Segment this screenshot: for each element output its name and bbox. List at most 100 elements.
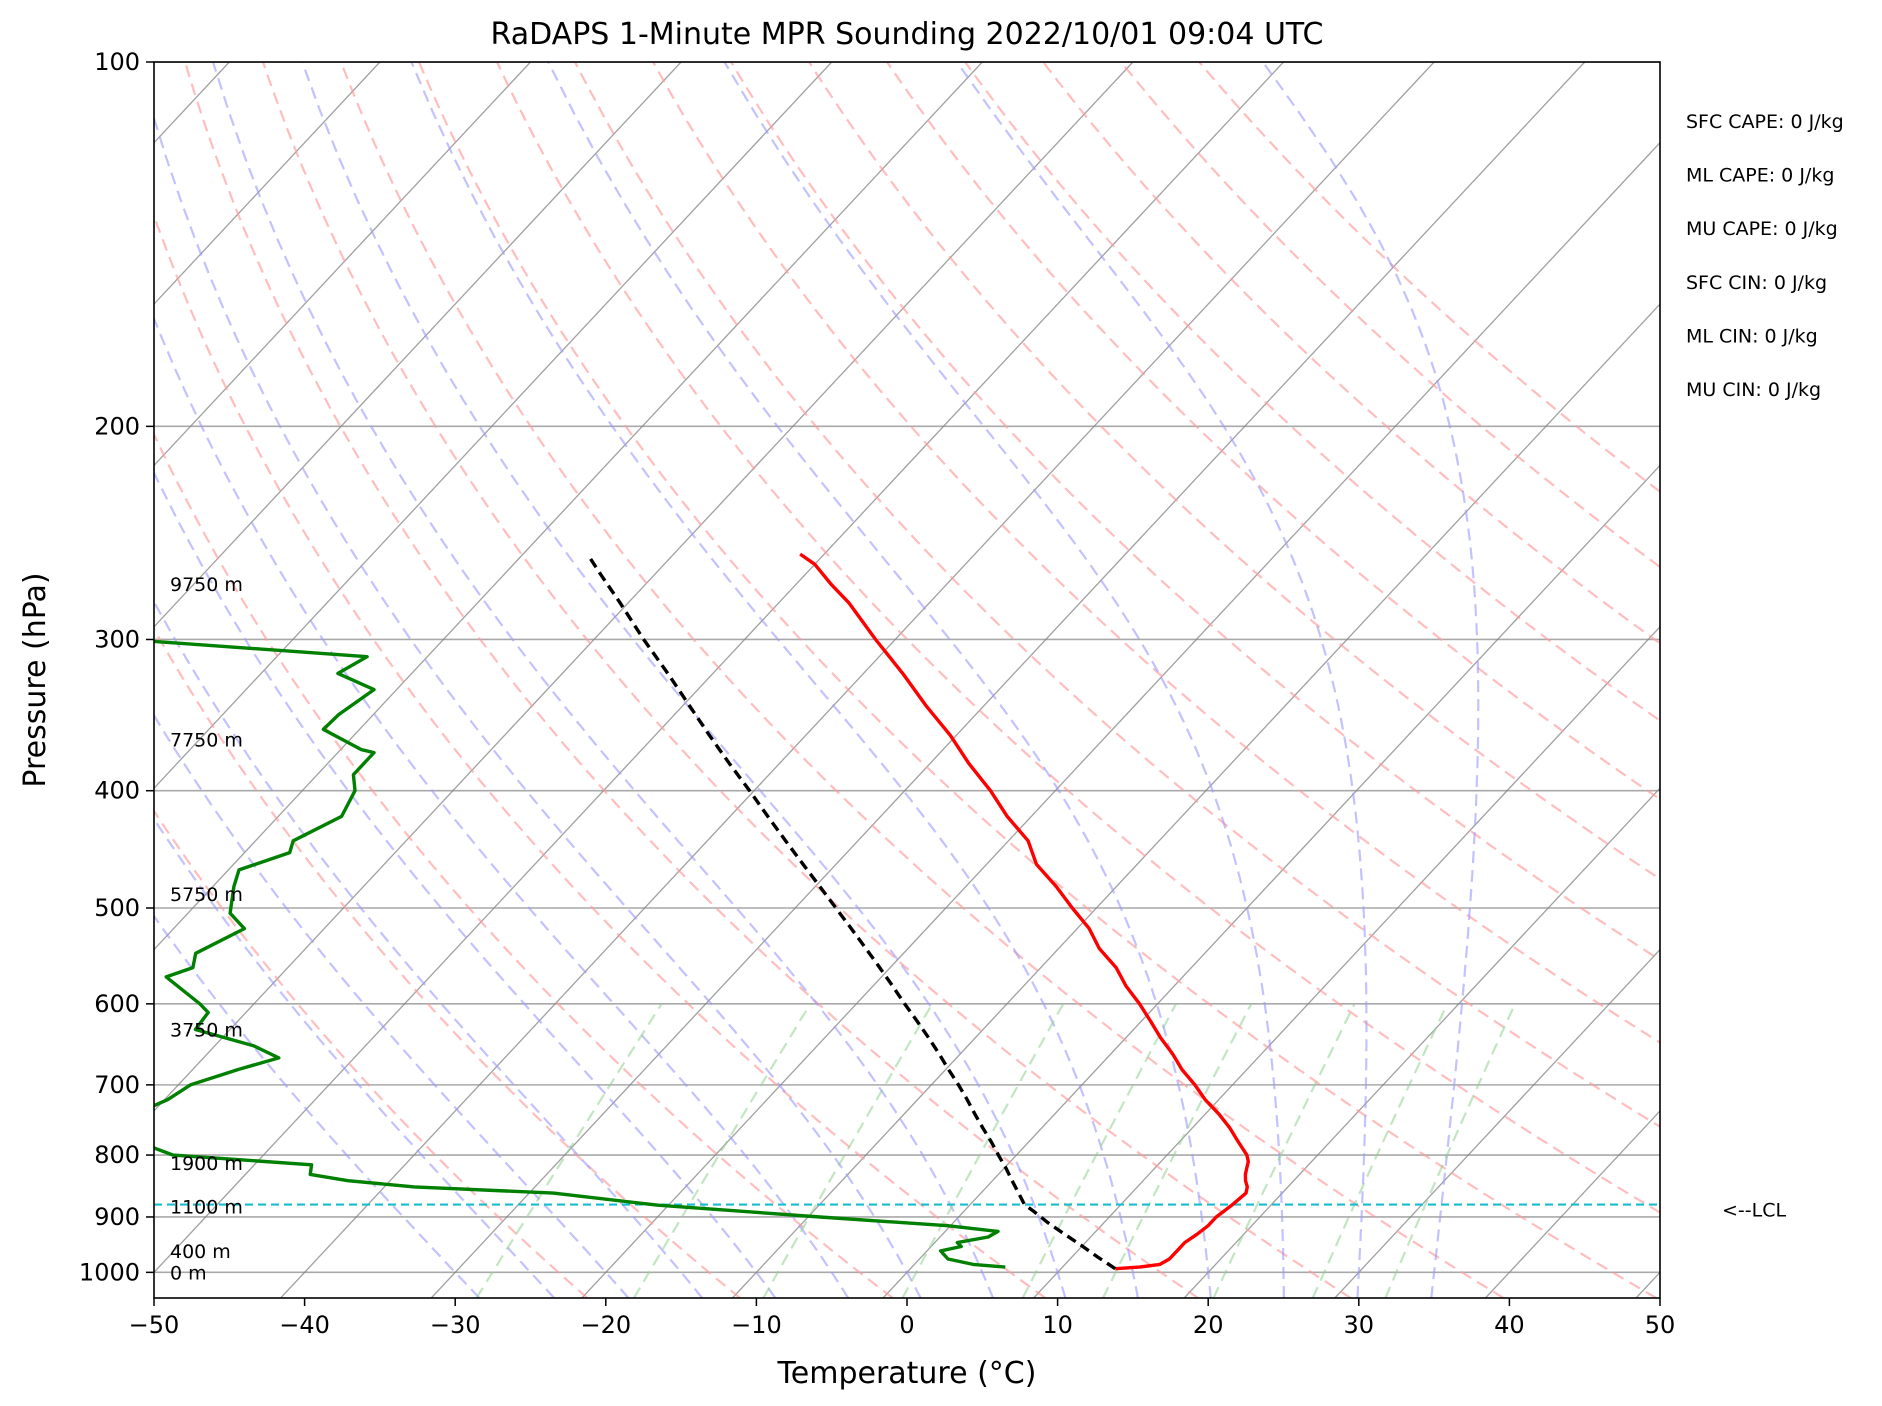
stability-index: ML CAPE: 0 J/kg bbox=[1686, 165, 1834, 187]
moist-adiabat-line bbox=[547, 62, 1212, 1298]
mixing-ratio-line bbox=[1311, 1003, 1449, 1298]
plot-area bbox=[154, 62, 1660, 1298]
x-tick-label: 30 bbox=[1344, 1311, 1375, 1339]
dry-adiabat-line bbox=[730, 62, 1660, 962]
isotherm-line bbox=[154, 62, 1284, 1274]
isotherm-line bbox=[154, 62, 381, 306]
dry-adiabat-line bbox=[154, 431, 894, 1298]
height-label: 1900 m bbox=[170, 1153, 243, 1175]
isotherm-line bbox=[1334, 948, 1660, 1298]
mixing-ratio-line bbox=[1384, 1003, 1517, 1298]
mixing-ratio-line bbox=[632, 1003, 812, 1298]
dry-adiabat-line bbox=[154, 809, 589, 1298]
isotherm-line bbox=[154, 62, 531, 467]
height-label: 3750 m bbox=[170, 1020, 243, 1042]
moist-adiabat-line bbox=[956, 62, 1368, 1298]
x-tick-label: 0 bbox=[899, 1311, 914, 1339]
stability-indices: SFC CAPE: 0 J/kg ML CAPE: 0 J/kg MU CAPE: … bbox=[1686, 111, 1844, 401]
height-label: 1100 m bbox=[170, 1196, 243, 1218]
dry-adiabat-line bbox=[652, 62, 1660, 1044]
y-tick-label: 800 bbox=[94, 1141, 140, 1169]
moist-adiabat-lines bbox=[154, 62, 1480, 1298]
moist-adiabat-line bbox=[154, 114, 922, 1298]
mixing-ratio-line bbox=[1102, 1003, 1253, 1298]
dry-adiabat-line bbox=[339, 62, 1505, 1298]
dry-adiabat-line bbox=[1198, 62, 1660, 494]
isotherm-line bbox=[731, 303, 1660, 1298]
lcl-label: <--LCL bbox=[1722, 1200, 1786, 1222]
temperature-line bbox=[799, 552, 1251, 1271]
parcel_profile-line bbox=[588, 557, 1117, 1271]
moist-adiabat-line bbox=[154, 599, 704, 1298]
mixing-ratio-lines bbox=[475, 1003, 1517, 1298]
dry-adiabat-line bbox=[154, 626, 741, 1298]
x-tick-label: −40 bbox=[279, 1311, 330, 1339]
isotherm-line bbox=[581, 141, 1660, 1298]
dry-adiabat-line bbox=[1042, 62, 1660, 645]
height-label: 5750 m bbox=[170, 884, 243, 906]
stability-index: MU CAPE: 0 J/kg bbox=[1686, 218, 1838, 240]
y-tick-label: 300 bbox=[94, 625, 140, 653]
y-axis-ticks: 100 200 300 400 500 600 700 800 900 1000 bbox=[79, 48, 154, 1286]
isotherm-line bbox=[1183, 787, 1660, 1298]
height-label: 0 m bbox=[170, 1262, 207, 1284]
dry-adiabat-line bbox=[183, 62, 1199, 1298]
x-tick-label: −10 bbox=[731, 1311, 782, 1339]
x-axis-label: Temperature (°C) bbox=[777, 1356, 1037, 1391]
isotherm-line bbox=[882, 464, 1660, 1298]
dry-adiabat-line bbox=[1120, 62, 1660, 569]
isotherm-line bbox=[154, 62, 1134, 1112]
moist-adiabat-line bbox=[154, 713, 630, 1298]
y-tick-label: 900 bbox=[94, 1203, 140, 1231]
y-tick-label: 100 bbox=[94, 48, 140, 76]
y-axis-label: Pressure (hPa) bbox=[18, 572, 53, 787]
isotherm-line bbox=[154, 62, 833, 790]
y-tick-label: 500 bbox=[94, 894, 140, 922]
x-tick-label: −50 bbox=[129, 1311, 180, 1339]
height-label: 7750 m bbox=[170, 730, 243, 752]
dry-adiabat-line bbox=[964, 62, 1660, 723]
x-tick-label: 20 bbox=[1193, 1311, 1224, 1339]
moist-adiabat-line bbox=[154, 914, 481, 1298]
dry-adiabat-line bbox=[808, 62, 1660, 881]
x-tick-label: 40 bbox=[1494, 1311, 1525, 1339]
isotherm-line bbox=[154, 62, 682, 628]
mixing-ratio-line bbox=[1021, 1003, 1177, 1298]
dry-adiabat-line bbox=[261, 62, 1352, 1298]
moist-adiabat-line bbox=[154, 817, 556, 1298]
moist-adiabat-line bbox=[211, 62, 995, 1298]
stability-index: MU CIN: 0 J/kg bbox=[1686, 379, 1821, 401]
height-labels: 9750 m 7750 m 5750 m 3750 m 1900 m 1100 m 400 … bbox=[170, 574, 243, 1284]
y-tick-label: 700 bbox=[94, 1071, 140, 1099]
y-tick-label: 600 bbox=[94, 990, 140, 1018]
dewpoint-line bbox=[154, 639, 1006, 1269]
dry-adiabat-line bbox=[496, 62, 1660, 1214]
stability-index: SFC CIN: 0 J/kg bbox=[1686, 272, 1827, 294]
chart-title: RaDAPS 1-Minute MPR Sounding 2022/10/01 … bbox=[491, 17, 1324, 52]
sounding-series bbox=[154, 552, 1251, 1271]
y-tick-label: 200 bbox=[94, 412, 140, 440]
isotherm-line bbox=[430, 62, 1586, 1298]
stability-index: ML CIN: 0 J/kg bbox=[1686, 325, 1818, 347]
moist-adiabat-line bbox=[723, 62, 1286, 1298]
y-tick-label: 1000 bbox=[79, 1258, 140, 1286]
height-label: 9750 m bbox=[170, 574, 243, 596]
isotherm-line bbox=[1033, 625, 1660, 1298]
dry-adiabat-line bbox=[417, 62, 1657, 1298]
mixing-ratio-line bbox=[475, 1003, 663, 1298]
x-tick-label: −30 bbox=[430, 1311, 481, 1339]
height-label: 400 m bbox=[170, 1241, 231, 1263]
x-tick-label: 50 bbox=[1645, 1311, 1676, 1339]
y-tick-label: 400 bbox=[94, 777, 140, 805]
moist-adiabat-line bbox=[154, 315, 850, 1298]
dry-adiabat-line bbox=[886, 62, 1660, 801]
x-tick-label: 10 bbox=[1042, 1311, 1073, 1339]
isotherm-lines bbox=[154, 62, 1660, 1298]
moist-adiabat-line bbox=[154, 470, 777, 1298]
x-axis-ticks: −50 −40 −30 −20 −10 0 10 20 30 40 50 bbox=[129, 1298, 1676, 1339]
moist-adiabat-line bbox=[301, 62, 1067, 1298]
moist-adiabat-line bbox=[410, 62, 1139, 1298]
x-tick-label: −20 bbox=[580, 1311, 631, 1339]
